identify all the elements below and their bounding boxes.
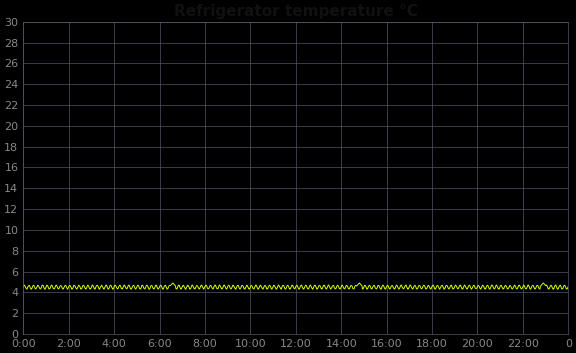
- Title: Refrigerator temperature °C: Refrigerator temperature °C: [174, 4, 418, 19]
